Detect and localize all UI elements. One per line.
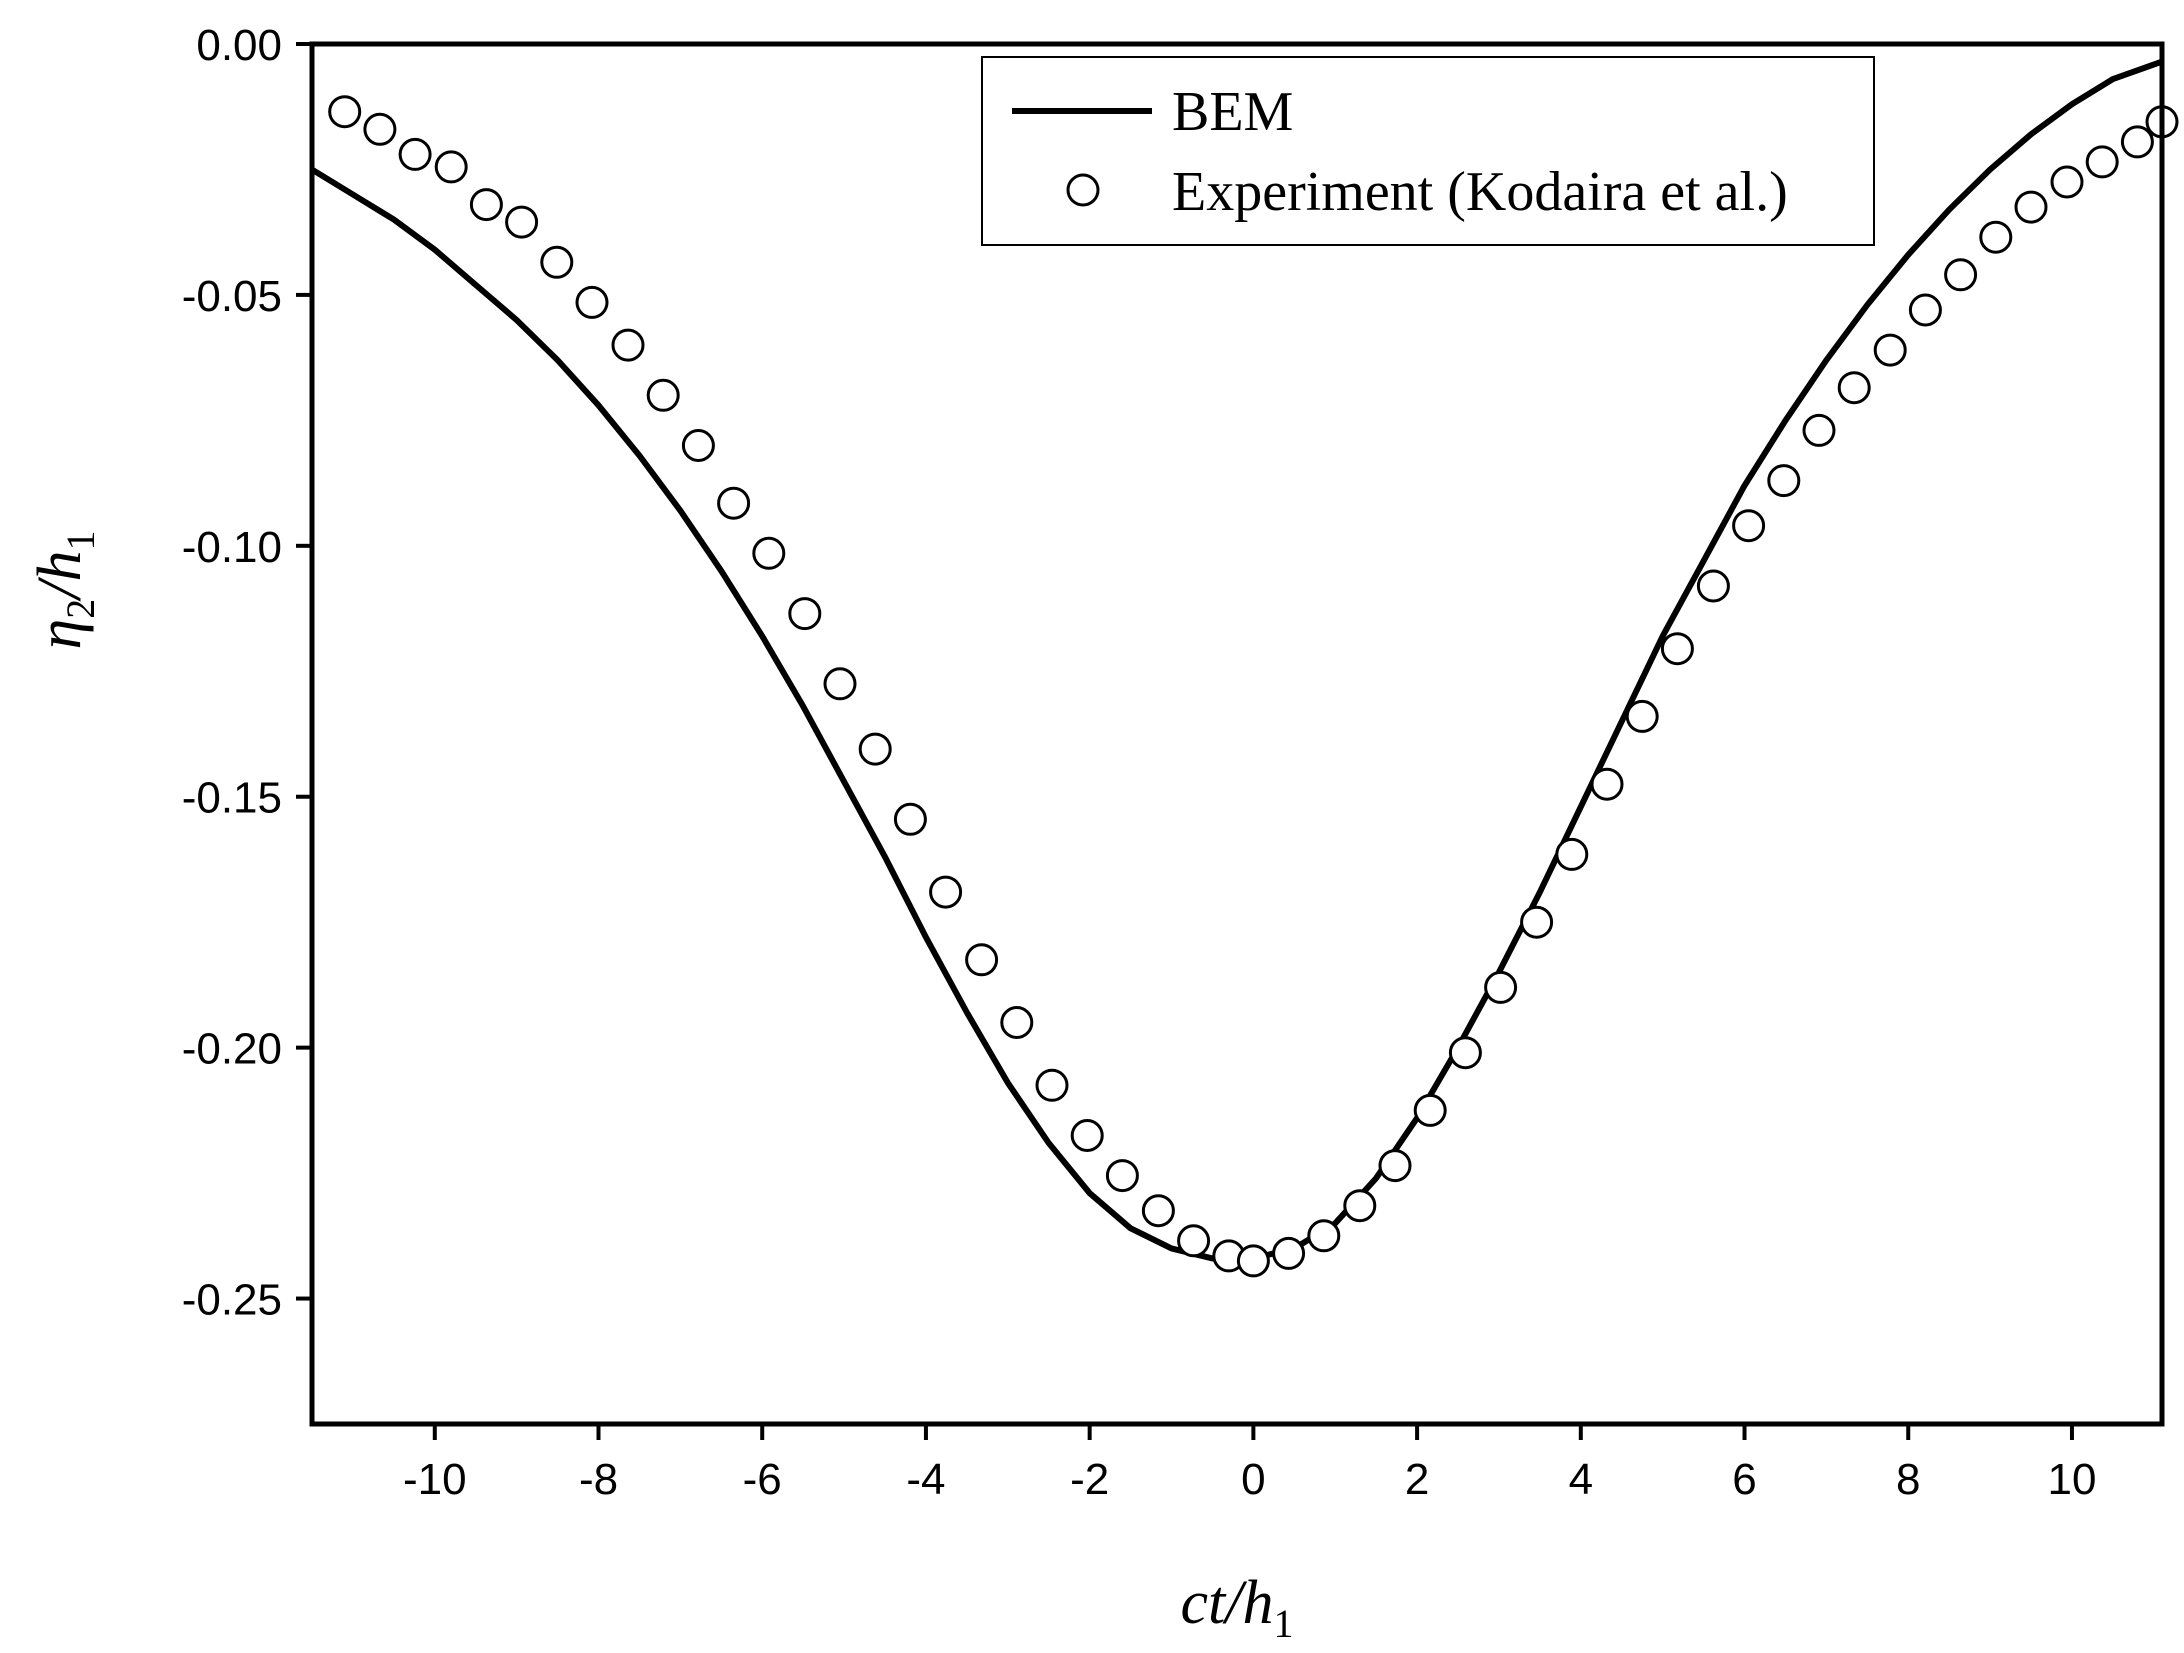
experiment-point	[1908, 293, 1942, 327]
experiment-point	[752, 536, 786, 570]
legend-box	[981, 56, 1875, 246]
experiment-point	[1307, 1219, 1341, 1253]
experiment-point	[363, 112, 397, 146]
experiment-point	[1590, 767, 1624, 801]
experiment-point	[575, 285, 609, 319]
x-tick-label: -4	[906, 1455, 945, 1504]
y-tick-label: 0.00	[196, 21, 282, 70]
experiment-point	[1236, 1244, 1270, 1278]
experiment-point	[1272, 1236, 1306, 1270]
experiment-point	[893, 802, 927, 836]
x-axis-title-sub: 1	[1273, 1601, 1293, 1646]
experiment-point	[1873, 333, 1907, 367]
x-tick-label: -10	[403, 1455, 467, 1504]
y-axis-title: η2/h1	[26, 531, 103, 650]
experiment-point	[2120, 125, 2154, 159]
y-tick-label: -0.25	[182, 1276, 282, 1325]
experiment-point	[1378, 1149, 1412, 1183]
x-tick-label: 4	[1569, 1455, 1593, 1504]
experiment-point	[1520, 905, 1554, 939]
experiment-point	[2050, 165, 2084, 199]
x-tick-label: 0	[1241, 1455, 1265, 1504]
experiment-point	[328, 95, 362, 129]
legend-bem-label: BEM	[1172, 81, 1293, 143]
experiment-point	[505, 205, 539, 239]
experiment-point	[540, 245, 574, 279]
experiment-point	[1625, 699, 1659, 733]
experiment-point	[788, 597, 822, 631]
tick-labels: -10 -8 -6 -4 -2 0 2 4 6 8 10 0.00 -0.05 -0.10 -0.15 -0.…	[182, 21, 2097, 1504]
experiment-point	[398, 137, 432, 171]
x-tick-label: -8	[579, 1455, 618, 1504]
experiment-point	[1484, 970, 1518, 1004]
y-axis-title-sub2: 1	[58, 531, 103, 551]
experiment-point	[965, 943, 999, 977]
experiment-point	[823, 667, 857, 701]
experiment-point	[1696, 569, 1730, 603]
experiment-point	[1177, 1224, 1211, 1258]
experiment-point	[1660, 632, 1694, 666]
experiment-point	[646, 378, 680, 412]
experiment-point	[611, 328, 645, 362]
experiment-point	[1448, 1036, 1482, 1070]
experiment-point	[434, 150, 468, 184]
experiment-point	[681, 429, 715, 462]
x-tick-label: 8	[1896, 1455, 1920, 1504]
marker-layer	[328, 95, 2179, 1278]
legend-experiment-label: Experiment (Kodaira et al.)	[1172, 161, 1788, 223]
experiment-point	[1035, 1068, 1069, 1102]
y-axis-title-sub1: 2	[58, 599, 103, 619]
experiment-point	[2014, 190, 2048, 224]
experiment-point	[929, 875, 963, 909]
x-axis-title-main: ct/h	[1181, 1569, 1274, 1637]
experiment-point	[469, 188, 503, 222]
experiment-point	[1767, 464, 1801, 498]
y-axis-title-main: η	[26, 619, 94, 650]
experiment-point	[1343, 1189, 1377, 1223]
experiment-point	[2085, 145, 2119, 179]
legend-experiment-swatch	[1066, 173, 1100, 207]
y-tick-label: -0.05	[182, 272, 282, 321]
experiment-point	[1070, 1119, 1104, 1152]
tick-marks	[296, 42, 2074, 1440]
experiment-point	[1837, 371, 1871, 405]
y-tick-label: -0.10	[182, 523, 282, 572]
experiment-point	[1979, 220, 2013, 254]
experiment-point	[1000, 1006, 1034, 1039]
experiment-point	[1413, 1093, 1447, 1127]
y-tick-label: -0.20	[182, 1025, 282, 1074]
experiment-point	[1944, 258, 1978, 292]
x-tick-label: -2	[1070, 1455, 1109, 1504]
plot-frame	[309, 41, 2165, 1427]
legend: BEM Experiment (Kodaira et al.)	[981, 56, 1875, 246]
x-axis-title: ct/h1	[1181, 1569, 1294, 1646]
experiment-point	[858, 732, 892, 766]
y-tick-label: -0.15	[182, 774, 282, 823]
experiment-point	[1802, 413, 1836, 447]
experiment-point	[1105, 1159, 1139, 1193]
experiment-point	[1141, 1194, 1175, 1228]
experiment-point	[717, 486, 751, 520]
x-tick-label: -6	[743, 1455, 782, 1504]
experiment-point	[1555, 837, 1589, 871]
x-tick-label: 2	[1405, 1455, 1429, 1504]
x-tick-label: 6	[1732, 1455, 1756, 1504]
x-tick-label: 10	[2047, 1455, 2096, 1504]
y-axis-title-mid: /h	[26, 551, 94, 602]
experiment-point	[1732, 509, 1766, 543]
